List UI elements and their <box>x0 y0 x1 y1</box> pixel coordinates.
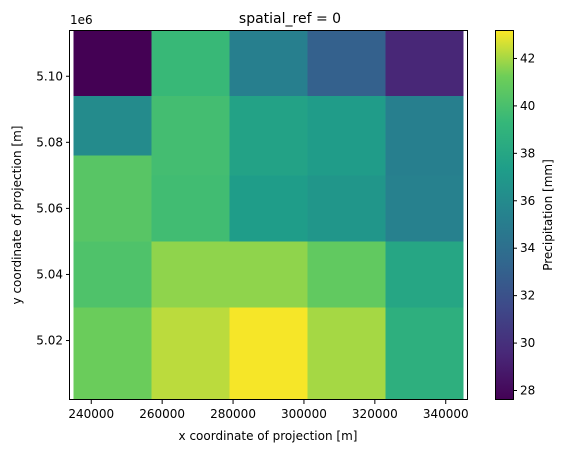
plot-frame <box>69 30 468 400</box>
heatmap-cell <box>229 241 308 308</box>
colorbar-tick-label: 28 <box>520 384 535 398</box>
heatmap-cell <box>385 175 464 242</box>
heatmap-cell <box>151 96 230 176</box>
heatmap-cell <box>307 96 386 176</box>
heatmap-cell <box>151 175 230 242</box>
x-tick-label: 340000 <box>423 407 469 421</box>
x-tick-label: 320000 <box>352 407 398 421</box>
heatmap-cell <box>229 96 308 176</box>
y-axis-ticks: 5.02 5.04 5.06 5.08 5.10 <box>36 69 70 348</box>
heatmap-cell <box>229 30 308 97</box>
heatmap-cell <box>229 307 308 400</box>
heatmap-cell <box>73 155 152 242</box>
heatmap-cell <box>73 96 152 156</box>
y-offset-label: 1e6 <box>70 13 93 27</box>
heatmap-cell <box>385 30 464 97</box>
heatmap-cell <box>385 307 464 400</box>
x-tick-label: 240000 <box>68 407 114 421</box>
x-tick-label: 300000 <box>281 407 327 421</box>
colorbar-label: Precipitation [mm] <box>541 159 555 271</box>
y-tick-label: 5.06 <box>36 201 63 215</box>
colorbar-tick-label: 34 <box>520 241 535 255</box>
chart-title: spatial_ref = 0 <box>239 11 341 27</box>
heatmap-cell <box>73 30 152 97</box>
colorbar-tick-label: 42 <box>520 51 535 65</box>
heatmap-cell <box>151 30 230 97</box>
heatmap-cell <box>73 307 152 400</box>
colorbar-tick-label: 32 <box>520 289 535 303</box>
colorbar-tick-label: 30 <box>520 336 535 350</box>
colorbar <box>495 30 513 400</box>
heatmap-cell <box>229 175 308 242</box>
heatmap-cells <box>73 30 464 400</box>
heatmap-cell <box>307 175 386 242</box>
x-tick-label: 280000 <box>210 407 256 421</box>
heatmap-cell <box>385 241 464 308</box>
heatmap-cell <box>73 241 152 308</box>
colorbar-ticks: 28 30 32 34 36 38 40 42 <box>513 51 535 398</box>
x-axis-label: x coordinate of projection [m] <box>179 429 358 443</box>
y-tick-label: 5.08 <box>36 135 63 149</box>
y-axis-label: y coordinate of projection [m] <box>10 126 24 305</box>
x-axis-ticks: 240000 260000 280000 300000 320000 340000 <box>68 400 469 421</box>
heatmap-cell <box>307 30 386 97</box>
heatmap-cell <box>151 241 230 308</box>
heatmap-cell <box>385 96 464 176</box>
y-tick-label: 5.04 <box>36 267 63 281</box>
colorbar-tick-label: 38 <box>520 146 535 160</box>
colorbar-frame <box>495 30 514 400</box>
colorbar-tick-label: 40 <box>520 99 535 113</box>
heatmap-cell <box>151 307 230 400</box>
y-tick-label: 5.02 <box>36 334 63 348</box>
x-tick-label: 260000 <box>139 407 185 421</box>
colorbar-tick-label: 36 <box>520 194 535 208</box>
y-tick-label: 5.10 <box>36 69 63 83</box>
heatmap-cell <box>307 307 386 400</box>
heatmap-cell <box>307 241 386 308</box>
